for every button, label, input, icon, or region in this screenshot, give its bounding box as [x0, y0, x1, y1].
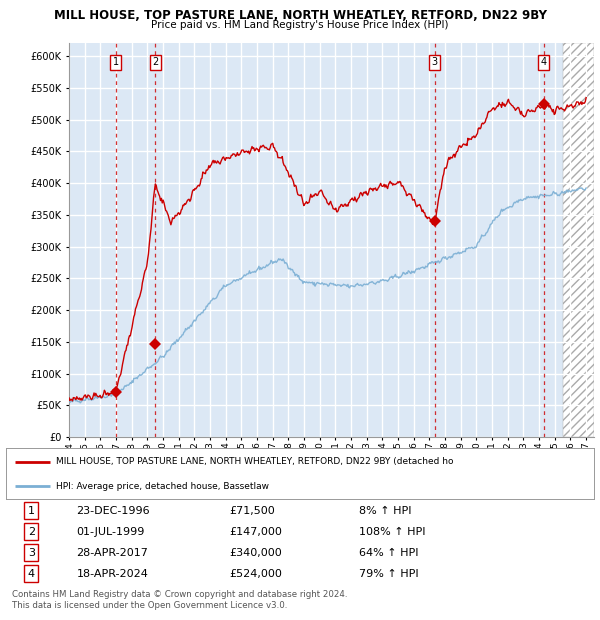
Text: £524,000: £524,000	[229, 569, 283, 578]
Text: 79% ↑ HPI: 79% ↑ HPI	[359, 569, 418, 578]
Text: 108% ↑ HPI: 108% ↑ HPI	[359, 527, 425, 537]
Text: MILL HOUSE, TOP PASTURE LANE, NORTH WHEATLEY, RETFORD, DN22 9BY (detached ho: MILL HOUSE, TOP PASTURE LANE, NORTH WHEA…	[56, 458, 454, 466]
Text: 2: 2	[28, 527, 35, 537]
Text: Price paid vs. HM Land Registry's House Price Index (HPI): Price paid vs. HM Land Registry's House …	[151, 20, 449, 30]
Text: 01-JUL-1999: 01-JUL-1999	[77, 527, 145, 537]
Text: 4: 4	[541, 57, 547, 67]
Text: 3: 3	[431, 57, 437, 67]
Bar	[563, 43, 594, 437]
Text: 2: 2	[152, 57, 158, 67]
Text: £147,000: £147,000	[229, 527, 283, 537]
Bar	[563, 43, 594, 437]
Text: 1: 1	[28, 506, 35, 516]
Text: £71,500: £71,500	[229, 506, 275, 516]
Text: 8% ↑ HPI: 8% ↑ HPI	[359, 506, 412, 516]
Text: 3: 3	[28, 547, 35, 557]
Text: 64% ↑ HPI: 64% ↑ HPI	[359, 547, 418, 557]
Text: £340,000: £340,000	[229, 547, 282, 557]
Text: Contains HM Land Registry data © Crown copyright and database right 2024.
This d: Contains HM Land Registry data © Crown c…	[12, 590, 347, 609]
Text: 23-DEC-1996: 23-DEC-1996	[77, 506, 150, 516]
Text: 18-APR-2024: 18-APR-2024	[77, 569, 148, 578]
Text: HPI: Average price, detached house, Bassetlaw: HPI: Average price, detached house, Bass…	[56, 482, 269, 491]
Text: MILL HOUSE, TOP PASTURE LANE, NORTH WHEATLEY, RETFORD, DN22 9BY: MILL HOUSE, TOP PASTURE LANE, NORTH WHEA…	[53, 9, 547, 22]
Text: 1: 1	[113, 57, 119, 67]
Text: 4: 4	[28, 569, 35, 578]
Text: 28-APR-2017: 28-APR-2017	[77, 547, 148, 557]
